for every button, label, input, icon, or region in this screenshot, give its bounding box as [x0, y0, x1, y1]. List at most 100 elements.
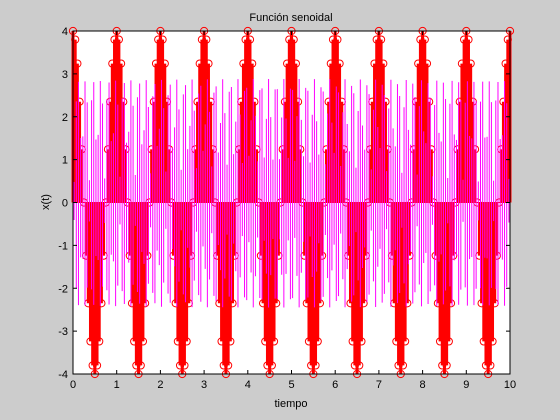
- stem-marker: [272, 299, 281, 308]
- stem-marker: [401, 337, 410, 346]
- x-tick-label: 0: [70, 379, 76, 391]
- stem-sample: [379, 59, 388, 203]
- stem-marker: [202, 35, 211, 44]
- x-tick-label: 4: [245, 379, 251, 391]
- x-tick-label: 1: [114, 379, 120, 391]
- stem-marker: [224, 361, 233, 370]
- stem-sample: [291, 59, 300, 203]
- stem-marker: [95, 337, 104, 346]
- stem-sample: [401, 202, 410, 346]
- y-tick-label: -3: [58, 326, 68, 338]
- stem-marker: [138, 337, 148, 346]
- x-tick-label: 6: [332, 379, 338, 391]
- stem-sample: [335, 59, 344, 203]
- stem-sample: [248, 59, 257, 203]
- stem-marker: [466, 59, 475, 68]
- stem-sample: [488, 202, 497, 346]
- stem-sample: [466, 59, 475, 203]
- y-tick-label: 2: [62, 112, 68, 124]
- x-axis-ticks: 0 1 2 3 4 5 6 7 8 9 10: [70, 31, 516, 391]
- stem-marker: [444, 337, 453, 346]
- stem-sample: [357, 202, 366, 346]
- y-tick-label: -1: [58, 240, 68, 252]
- stem-marker: [204, 59, 213, 68]
- stem-marker: [269, 337, 279, 346]
- stem-sample: [95, 202, 104, 346]
- stem-marker: [293, 97, 303, 106]
- stem-sample: [269, 202, 279, 346]
- y-tick-label: -4: [58, 369, 68, 381]
- stem-marker: [141, 299, 150, 308]
- stem-marker: [464, 35, 473, 44]
- stem-marker: [422, 59, 432, 68]
- stem-sample: [317, 202, 327, 260]
- stem-marker: [182, 337, 191, 346]
- stem-marker: [357, 337, 366, 346]
- x-axis-label: tiempo: [274, 398, 307, 410]
- stem-marker: [97, 299, 106, 308]
- stem-marker: [335, 59, 344, 68]
- stem-marker: [355, 361, 364, 370]
- stem-marker: [291, 59, 300, 68]
- stem-marker: [420, 35, 429, 44]
- stem-marker: [116, 59, 126, 68]
- stem-marker: [73, 59, 82, 68]
- stem-marker: [250, 97, 259, 106]
- stem-marker: [488, 337, 497, 346]
- chart-title: Función senoidal: [249, 12, 332, 24]
- plot-area: [68, 26, 515, 379]
- y-tick-label: 1: [62, 155, 68, 167]
- stem-marker: [248, 59, 257, 68]
- x-tick-label: 8: [420, 379, 426, 391]
- stem-marker: [442, 361, 451, 370]
- y-axis-ticks: -4 -3 -2 -1 0 1 2 3 4: [58, 26, 510, 381]
- x-tick-label: 2: [157, 379, 163, 391]
- x-tick-label: 7: [376, 379, 382, 391]
- stem-marker: [376, 35, 386, 44]
- stem-marker: [425, 97, 434, 106]
- stem-marker: [446, 299, 456, 308]
- y-tick-label: 3: [62, 69, 68, 81]
- stem-marker: [403, 299, 412, 308]
- stem-marker: [379, 59, 388, 68]
- stem-marker: [289, 35, 298, 44]
- stem-marker: [180, 361, 189, 370]
- stem-marker: [119, 97, 128, 106]
- x-tick-label: 10: [504, 379, 516, 391]
- continuous-signal: [73, 79, 510, 308]
- stem-marker: [333, 35, 342, 44]
- y-tick-label: 0: [62, 198, 68, 210]
- stem-marker: [311, 361, 320, 370]
- stem-marker: [71, 35, 80, 44]
- stem-marker: [114, 35, 123, 44]
- y-axis-label: x(t): [40, 194, 52, 210]
- stem-marker: [136, 361, 145, 370]
- stem-sample: [226, 202, 235, 346]
- stem-sample: [160, 59, 169, 203]
- stem-sample: [204, 59, 213, 203]
- stem-marker: [315, 299, 325, 308]
- stem-marker: [317, 251, 327, 260]
- y-tick-label: 4: [62, 26, 68, 38]
- stem-sample: [444, 202, 453, 346]
- x-tick-label: 5: [288, 379, 294, 391]
- stem-sample: [73, 59, 82, 203]
- stem-marker: [226, 337, 235, 346]
- stem-marker: [398, 361, 408, 370]
- x-tick-label: 3: [201, 379, 207, 391]
- stem-marker: [92, 361, 102, 370]
- stem-sample: [182, 202, 191, 346]
- stem-marker: [313, 337, 322, 346]
- stem-marker: [267, 361, 276, 370]
- stem-sample: [138, 202, 148, 346]
- stem-sample: [422, 59, 432, 203]
- stem-marker: [160, 59, 169, 68]
- stem-marker: [158, 35, 167, 44]
- stem-sample: [116, 59, 126, 203]
- stem-marker: [486, 361, 495, 370]
- y-tick-label: -2: [58, 283, 68, 295]
- stem-marker: [245, 35, 255, 44]
- x-tick-label: 9: [463, 379, 469, 391]
- stem-sample: [313, 202, 322, 346]
